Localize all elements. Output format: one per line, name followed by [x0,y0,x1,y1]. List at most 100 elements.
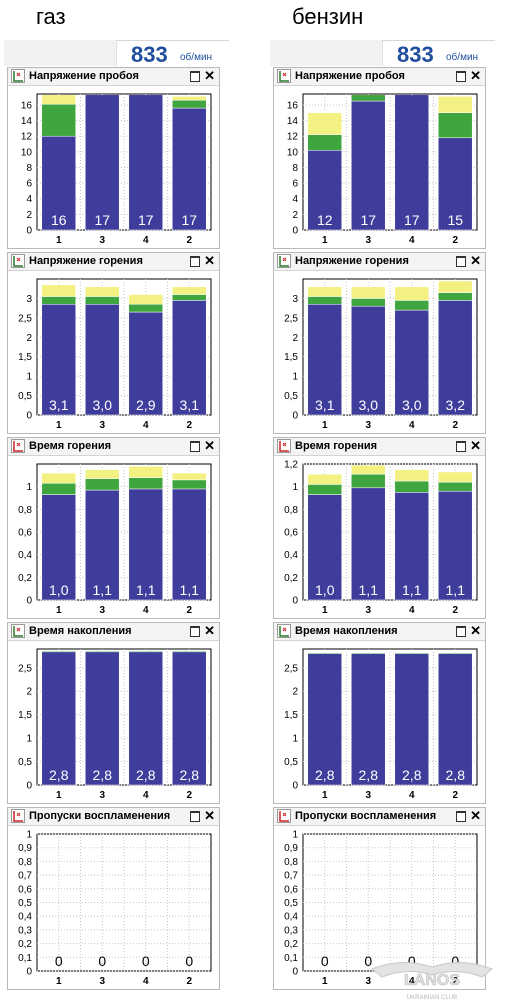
close-icon[interactable]: ✕ [204,623,215,638]
y-tick-label: 0 [26,596,32,607]
svg-text:LANOS: LANOS [404,972,460,989]
x-tick-label: 3 [365,420,371,431]
panel-title: Напряжение горения [29,255,143,267]
bar-segment [172,651,207,786]
y-tick-label: 0,6 [284,528,298,539]
bar-segment [85,489,120,601]
maximize-icon[interactable] [190,441,200,452]
bar-segment [41,472,76,484]
y-tick-label: 2 [292,333,298,344]
bar-segment [307,304,342,416]
bar-segment [85,296,120,305]
maximize-icon[interactable] [190,626,200,637]
x-tick-label: 1 [322,235,328,246]
x-tick-label: 4 [143,420,149,431]
close-icon[interactable]: ✕ [470,438,481,453]
close-icon[interactable]: ✕ [470,808,481,823]
bar-value-label: 17 [94,212,110,228]
bar-chart: 0 2 4 6 8 10 12 14 16 12 1 17 3 17 4 15 2 [287,93,478,246]
y-tick-label: 6 [26,179,32,190]
close-icon[interactable]: ✕ [470,623,481,638]
bar-segment [41,284,76,297]
maximize-icon[interactable] [456,441,466,452]
y-tick-label: 10 [21,147,33,158]
bar-value-label: 17 [138,212,154,228]
close-icon[interactable]: ✕ [204,808,215,823]
bar-segment [438,292,473,301]
y-tick-label: 0 [292,967,298,978]
x-tick-label: 1 [56,235,62,246]
bar-segment [394,469,429,482]
close-icon[interactable]: ✕ [470,253,481,268]
bar-value-label: 0 [364,953,372,969]
bar-segment [394,492,429,601]
bar-segment [438,137,473,231]
maximize-icon[interactable] [456,626,466,637]
rpm-unit: об/мин [446,52,479,63]
x-tick-label: 3 [99,235,105,246]
y-tick-label: 12 [287,132,299,143]
close-icon[interactable]: ✕ [204,68,215,83]
bar-segment [41,135,76,231]
chart-panel: Время горения ✕ 0 0,2 0,4 0,6 0,8 1 1,0 1 1,1 3 1,1 4… [7,437,220,619]
close-icon[interactable]: ✕ [470,68,481,83]
y-tick-label: 0,7 [18,871,32,882]
panel-header: Время горения ✕ [274,438,485,456]
bar-value-label: 2,8 [359,767,379,783]
bar-segment [307,652,342,654]
close-icon[interactable]: ✕ [204,253,215,268]
bar-segment [438,96,473,114]
maximize-icon[interactable] [190,71,200,82]
y-tick-label: 0,4 [284,912,298,923]
y-tick-label: 1 [26,372,32,383]
maximize-icon[interactable] [456,811,466,822]
bar-segment [172,294,207,301]
y-tick-label: 12 [21,132,33,143]
x-tick-label: 2 [452,420,458,431]
rpm-display-gas: 833 об/мин [116,40,229,67]
y-tick-label: 0,3 [284,925,298,936]
y-tick-label: 0,5 [18,391,32,402]
bar-segment [351,473,386,489]
y-tick-label: 0,4 [284,550,298,561]
y-tick-label: 0,6 [284,884,298,895]
x-tick-label: 2 [186,420,192,431]
chart-type-icon [277,809,291,823]
x-tick-label: 3 [99,605,105,616]
maximize-icon[interactable] [456,71,466,82]
bar-value-label: 2,9 [136,397,156,413]
y-tick-label: 1,5 [284,710,298,721]
panel-header: Пропуски воспламенения ✕ [8,808,219,826]
bar-segment [394,652,429,654]
bar-value-label: 2,8 [49,767,69,783]
bar-segment [128,488,163,601]
y-tick-label: 1 [292,734,298,745]
y-tick-label: 0,8 [18,857,32,868]
close-icon[interactable]: ✕ [204,438,215,453]
y-tick-label: 0,5 [284,391,298,402]
panel-title: Пропуски воспламенения [295,810,437,822]
bar-segment [128,311,163,416]
maximize-icon[interactable] [456,256,466,267]
y-tick-label: 2 [26,210,32,221]
x-tick-label: 1 [322,605,328,616]
bar-value-label: 0 [98,953,106,969]
x-tick-label: 2 [186,235,192,246]
y-tick-label: 0,8 [284,505,298,516]
bar-segment [41,651,76,786]
bar-value-label: 2,8 [93,767,113,783]
rpm-display-petrol: 833 об/мин [382,40,495,67]
x-tick-label: 2 [452,976,458,987]
bar-segment [172,100,207,109]
x-tick-label: 4 [409,790,415,801]
bar-chart: 0 0,5 1 1,5 2 2,5 3 3,1 1 3,0 3 2,9 4 3,1 2 [18,278,212,431]
bar-value-label: 12 [317,212,333,228]
x-tick-label: 4 [143,976,149,987]
y-tick-label: 1 [26,482,32,493]
y-tick-label: 0,5 [18,757,32,768]
bar-segment [85,469,120,479]
maximize-icon[interactable] [190,256,200,267]
bar-segment [172,300,207,416]
maximize-icon[interactable] [190,811,200,822]
svg-text:UKRAINIAN CLUB: UKRAINIAN CLUB [407,995,457,1001]
